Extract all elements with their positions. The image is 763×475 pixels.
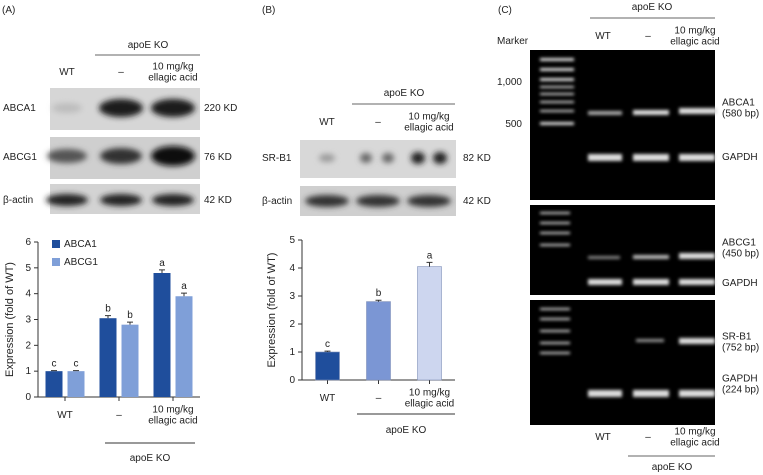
label: –: [645, 432, 651, 443]
label: 10 mg/kg ellagic acid: [148, 61, 197, 83]
y-axis-label: Expression (fold of WT): [266, 253, 278, 368]
x-tick-label: 10 mg/kg ellagic acid: [148, 404, 197, 426]
error-bar: [324, 350, 331, 352]
label: ABCA1 (580 bp): [722, 97, 759, 119]
significance-letter: c: [52, 358, 57, 369]
legend-swatch: [52, 258, 60, 266]
significance-letter: c: [74, 358, 79, 369]
bar: [121, 324, 139, 397]
label: (A): [2, 5, 15, 16]
label: 1,000: [497, 77, 522, 88]
error-bar: [73, 370, 79, 372]
bar: [45, 371, 63, 397]
error-bar: [181, 292, 187, 297]
significance-letter: a: [427, 250, 433, 261]
label: 82 KD: [463, 153, 491, 164]
label: ABCG1: [3, 152, 37, 163]
label: (C): [498, 5, 512, 16]
label: –: [118, 67, 124, 78]
y-tick-label: 5: [289, 235, 295, 246]
error-bar: [426, 261, 433, 267]
error-bar: [127, 321, 133, 325]
legend-swatch: [52, 240, 60, 248]
bar: [417, 266, 442, 381]
label: WT: [59, 67, 75, 78]
group-label: apoE KO: [130, 453, 171, 464]
x-tick-label: –: [116, 410, 122, 421]
y-tick-label: 2: [25, 340, 31, 351]
significance-letter: b: [127, 310, 133, 321]
error-bar: [375, 299, 382, 302]
significance-letter: c: [325, 339, 330, 350]
y-tick-label: 4: [289, 263, 295, 274]
y-axis-label: Expression (fold of WT): [4, 262, 16, 377]
y-tick-label: 4: [25, 288, 31, 299]
label: apoE KO: [652, 462, 693, 473]
label: 10 mg/kg ellagic acid: [404, 111, 453, 133]
label: ABCA1: [3, 103, 36, 114]
label: β-actin: [262, 196, 292, 207]
x-tick-label: 10 mg/kg ellagic acid: [405, 387, 454, 409]
error-bar: [159, 269, 165, 273]
label: WT: [319, 117, 335, 128]
label: 42 KD: [204, 195, 232, 206]
label: 500: [505, 119, 522, 130]
bar: [315, 351, 340, 381]
label: GAPDH: [722, 278, 758, 289]
label: β-actin: [3, 195, 33, 206]
legend-label: ABCG1: [64, 257, 98, 268]
y-tick-label: 3: [25, 314, 31, 325]
blot: [46, 88, 200, 214]
y-tick-label: 2: [289, 319, 295, 330]
x-tick-label: –: [376, 393, 382, 404]
bar: [175, 296, 193, 397]
error-bar: [51, 370, 57, 372]
y-tick-label: 1: [289, 347, 295, 358]
label: 42 KD: [463, 196, 491, 207]
y-tick-label: 3: [289, 291, 295, 302]
x-tick-label: WT: [57, 410, 73, 421]
y-tick-label: 5: [25, 262, 31, 273]
label: Marker: [497, 36, 529, 47]
label: GAPDH: [722, 152, 758, 163]
bar: [366, 301, 391, 381]
label: (B): [262, 5, 275, 16]
label: 10 mg/kg ellagic acid: [670, 25, 719, 47]
significance-letter: b: [105, 303, 111, 314]
error-bar: [105, 315, 111, 319]
blot: [300, 140, 456, 216]
label: apoE KO: [632, 2, 673, 13]
label: SR-B1 (752 bp): [722, 331, 759, 353]
label: apoE KO: [128, 40, 169, 51]
label: WT: [595, 31, 611, 42]
label: 10 mg/kg ellagic acid: [670, 426, 719, 448]
bar: [153, 273, 171, 397]
significance-letter: a: [159, 258, 165, 269]
gel: [530, 50, 717, 425]
x-tick-label: WT: [320, 393, 336, 404]
bar: [67, 371, 85, 397]
label: WT: [595, 432, 611, 443]
label: –: [375, 117, 381, 128]
label: SR-B1: [262, 153, 292, 164]
legend-label: ABCA1: [64, 239, 97, 250]
label: ABCG1 (450 bp): [722, 237, 759, 259]
label: 76 KD: [204, 152, 232, 163]
significance-letter: a: [181, 281, 187, 292]
y-tick-label: 0: [25, 392, 31, 403]
significance-letter: b: [376, 288, 382, 299]
label: apoE KO: [384, 88, 425, 99]
label: GAPDH (224 bp): [722, 373, 759, 395]
y-tick-label: 0: [289, 375, 295, 386]
bar: [99, 318, 117, 397]
group-label: apoE KO: [386, 425, 427, 436]
label: –: [645, 31, 651, 42]
y-tick-label: 1: [25, 366, 31, 377]
y-tick-label: 6: [25, 237, 31, 248]
label: 220 KD: [204, 103, 237, 114]
